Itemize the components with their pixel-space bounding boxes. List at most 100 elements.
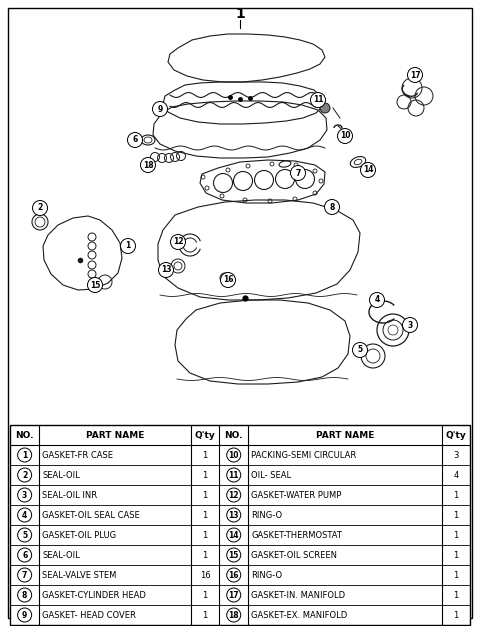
Text: Q'ty: Q'ty [445, 431, 466, 439]
Text: 7: 7 [22, 570, 27, 580]
Circle shape [352, 342, 368, 357]
Text: GASKET- HEAD COVER: GASKET- HEAD COVER [42, 610, 136, 620]
Text: 6: 6 [22, 550, 27, 560]
Text: 14: 14 [363, 165, 373, 175]
Text: GASKET-EX. MANIFOLD: GASKET-EX. MANIFOLD [252, 610, 348, 620]
Bar [10, 425, 470, 625]
Text: GASKET-OIL PLUG: GASKET-OIL PLUG [42, 530, 116, 540]
Text: 16: 16 [223, 275, 233, 284]
Text: 3: 3 [453, 451, 458, 459]
Circle shape [227, 468, 241, 482]
Circle shape [320, 103, 330, 113]
Circle shape [18, 448, 32, 462]
Text: 16: 16 [228, 570, 239, 580]
Circle shape [18, 488, 32, 502]
Circle shape [18, 528, 32, 542]
Text: 3: 3 [408, 321, 413, 329]
Text: 1: 1 [453, 491, 458, 500]
Text: GASKET-OIL SCREEN: GASKET-OIL SCREEN [252, 550, 337, 560]
Text: 15: 15 [90, 280, 100, 289]
Circle shape [227, 488, 241, 502]
Text: 4: 4 [22, 510, 27, 520]
Text: 1: 1 [22, 451, 27, 459]
Text: 2: 2 [37, 203, 43, 212]
Text: 12: 12 [228, 491, 239, 500]
Circle shape [370, 292, 384, 307]
Text: 8: 8 [329, 202, 335, 212]
Circle shape [227, 448, 241, 462]
Text: GASKET-FR CASE: GASKET-FR CASE [42, 451, 113, 459]
Circle shape [87, 277, 103, 292]
Text: 1: 1 [453, 610, 458, 620]
Text: 5: 5 [358, 346, 362, 354]
Circle shape [141, 158, 156, 173]
Circle shape [311, 93, 325, 108]
Text: SEAL-OIL INR: SEAL-OIL INR [42, 491, 97, 500]
Circle shape [227, 568, 241, 582]
Text: 4: 4 [453, 471, 458, 480]
Text: 1: 1 [203, 610, 208, 620]
Circle shape [220, 272, 236, 287]
Text: SEAL-VALVE STEM: SEAL-VALVE STEM [42, 570, 117, 580]
Text: GASKET-IN. MANIFOLD: GASKET-IN. MANIFOLD [252, 590, 346, 600]
Text: PART NAME: PART NAME [86, 431, 144, 439]
Circle shape [153, 101, 168, 116]
Circle shape [18, 588, 32, 602]
Text: NO.: NO. [225, 431, 243, 439]
Text: 1: 1 [203, 491, 208, 500]
Circle shape [403, 317, 418, 332]
Circle shape [290, 165, 305, 180]
Text: 1: 1 [203, 451, 208, 459]
Text: 18: 18 [228, 610, 239, 620]
Text: 14: 14 [228, 530, 239, 540]
Text: 11: 11 [228, 471, 239, 480]
Text: 1: 1 [453, 530, 458, 540]
Text: 17: 17 [410, 71, 420, 80]
Circle shape [227, 548, 241, 562]
Circle shape [360, 163, 375, 178]
Text: GASKET-CYLINDER HEAD: GASKET-CYLINDER HEAD [42, 590, 146, 600]
Text: 1: 1 [453, 510, 458, 520]
Text: 1: 1 [203, 510, 208, 520]
Circle shape [227, 588, 241, 602]
Text: 3: 3 [22, 491, 27, 500]
Text: 6: 6 [132, 135, 138, 145]
Circle shape [227, 608, 241, 622]
Text: 1: 1 [203, 550, 208, 560]
Text: RING-O: RING-O [252, 570, 283, 580]
Text: GASKET-OIL SEAL CASE: GASKET-OIL SEAL CASE [42, 510, 140, 520]
Text: GASKET-WATER PUMP: GASKET-WATER PUMP [252, 491, 342, 500]
Circle shape [18, 468, 32, 482]
Text: 1: 1 [453, 590, 458, 600]
Text: 10: 10 [340, 131, 350, 140]
Text: Q'ty: Q'ty [194, 431, 216, 439]
Circle shape [33, 200, 48, 215]
Text: 12: 12 [173, 237, 183, 247]
Text: GASKET-THERMOSTAT: GASKET-THERMOSTAT [252, 530, 342, 540]
Text: 5: 5 [22, 530, 27, 540]
Text: 1: 1 [125, 242, 131, 250]
Circle shape [227, 508, 241, 522]
Text: PART NAME: PART NAME [316, 431, 374, 439]
Text: SEAL-OIL: SEAL-OIL [42, 550, 80, 560]
Text: 1: 1 [235, 7, 245, 21]
Text: 15: 15 [228, 550, 239, 560]
Circle shape [18, 568, 32, 582]
Text: 11: 11 [313, 96, 323, 105]
Circle shape [324, 200, 339, 215]
Text: 1: 1 [203, 471, 208, 480]
Text: 13: 13 [161, 265, 171, 274]
Text: 1: 1 [453, 570, 458, 580]
Circle shape [18, 548, 32, 562]
Text: SEAL-OIL: SEAL-OIL [42, 471, 80, 480]
Text: 2: 2 [22, 471, 27, 480]
Text: 1: 1 [453, 550, 458, 560]
Text: RING-O: RING-O [252, 510, 283, 520]
Text: 7: 7 [295, 168, 300, 178]
Circle shape [227, 528, 241, 542]
Circle shape [170, 235, 185, 250]
Text: 4: 4 [374, 295, 380, 304]
Circle shape [408, 68, 422, 83]
Text: 9: 9 [22, 610, 27, 620]
Text: 13: 13 [228, 510, 239, 520]
